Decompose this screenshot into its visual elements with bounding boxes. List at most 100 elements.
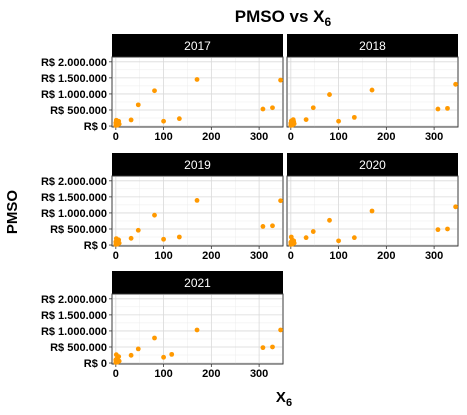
data-point <box>261 224 266 229</box>
data-point <box>453 82 458 87</box>
data-point <box>129 118 134 123</box>
data-point <box>278 78 283 83</box>
data-point <box>278 328 283 333</box>
data-point <box>311 229 316 234</box>
x-tick-label: 200 <box>202 368 220 380</box>
x-tick-label: 0 <box>113 368 119 380</box>
x-tick-label: 200 <box>202 250 220 262</box>
panel-strip-label: 2021 <box>184 276 211 290</box>
data-point <box>270 345 275 350</box>
data-point <box>261 107 266 112</box>
chart-title: PMSO vs X6 <box>235 7 332 29</box>
y-tick-label: R$ 1.000.000 <box>41 89 107 101</box>
data-point <box>327 218 332 223</box>
panel-2017: 2017 R$ 0 R$ 500.000 R$ 1.000.000 R$ 1.500.0… <box>41 34 283 143</box>
y-tick-label: R$ 2.000.000 <box>41 57 107 69</box>
data-point <box>117 359 122 364</box>
data-point <box>161 355 166 360</box>
data-point <box>136 347 141 352</box>
panel-strip-label: 2017 <box>184 39 211 53</box>
panel-strip-label: 2018 <box>359 39 386 53</box>
data-point <box>136 102 141 107</box>
data-point <box>304 235 309 240</box>
data-point <box>261 345 266 350</box>
x-tick-label: 100 <box>154 131 172 143</box>
data-point <box>177 116 182 121</box>
data-point <box>304 117 309 122</box>
x-tick-label: 300 <box>425 250 443 262</box>
data-point <box>152 213 157 218</box>
x-tick-label: 100 <box>329 250 347 262</box>
y-tick-label: R$ 500.000 <box>50 224 107 236</box>
data-point <box>161 119 166 124</box>
data-point <box>453 204 458 209</box>
data-point <box>117 122 122 127</box>
x-tick-label: 200 <box>377 131 395 143</box>
data-point <box>161 237 166 242</box>
data-point <box>292 121 297 126</box>
data-point <box>152 88 157 93</box>
panel-2019: 2019 R$ 0 R$ 500.000 R$ 1.000.000 R$ 1.500.0… <box>41 153 283 262</box>
y-tick-label: R$ 500.000 <box>50 342 107 354</box>
data-point <box>177 235 182 240</box>
y-tick-label: R$ 2.000.000 <box>41 294 107 306</box>
y-tick-label: R$ 1.500.000 <box>41 192 107 204</box>
y-tick-label: R$ 2.000.000 <box>41 176 107 188</box>
data-point <box>129 353 134 358</box>
data-point <box>336 238 341 243</box>
panel-2018: 2018 0 100 200 300 <box>287 34 458 143</box>
x-tick-label: 100 <box>154 368 172 380</box>
x-tick-label: 0 <box>288 131 294 143</box>
x-tick-label: 0 <box>113 250 119 262</box>
data-point <box>270 105 275 110</box>
x-tick-label: 300 <box>425 131 443 143</box>
y-tick-label: R$ 1.500.000 <box>41 310 107 322</box>
x-tick-label: 100 <box>154 250 172 262</box>
data-point <box>370 209 375 214</box>
x-tick-label: 300 <box>250 131 268 143</box>
data-point <box>327 92 332 97</box>
x-tick-label: 200 <box>377 250 395 262</box>
data-point <box>270 223 275 228</box>
x-tick-label: 0 <box>288 250 294 262</box>
data-point <box>195 198 200 203</box>
data-point <box>292 241 297 246</box>
y-tick-label: R$ 500.000 <box>50 105 107 117</box>
panel-2021: 2021 R$ 0 R$ 500.000 R$ 1.000.000 R$ 1.500.0… <box>41 271 283 380</box>
y-tick-label: R$ 0 <box>84 358 107 370</box>
data-point <box>436 107 441 112</box>
data-point <box>278 198 283 203</box>
y-tick-label: R$ 1.000.000 <box>41 208 107 220</box>
x-tick-label: 300 <box>250 250 268 262</box>
data-point <box>311 105 316 110</box>
data-point <box>152 336 157 341</box>
data-point <box>129 236 134 241</box>
data-point <box>436 227 441 232</box>
y-tick-label: R$ 0 <box>84 240 107 252</box>
x-tick-label: 0 <box>113 131 119 143</box>
panel-background <box>112 57 283 127</box>
panel-strip-label: 2020 <box>359 158 386 172</box>
y-tick-label: R$ 1.000.000 <box>41 326 107 338</box>
data-point <box>445 227 450 232</box>
panel-strip-label: 2019 <box>184 158 211 172</box>
x-axis-label: X6 <box>276 389 292 409</box>
panel-background <box>112 176 283 246</box>
data-point <box>445 106 450 111</box>
panel-2020: 2020 0 100 200 300 <box>287 153 458 262</box>
data-point <box>169 352 174 357</box>
x-tick-label: 100 <box>329 131 347 143</box>
data-point <box>352 115 357 120</box>
data-point <box>117 241 122 246</box>
x-tick-label: 300 <box>250 368 268 380</box>
facet-panels: 2017 R$ 0 R$ 500.000 R$ 1.000.000 R$ 1.500.0… <box>41 34 458 380</box>
y-tick-label: R$ 1.500.000 <box>41 73 107 85</box>
y-tick-label: R$ 0 <box>84 121 107 133</box>
data-point <box>195 328 200 333</box>
data-point <box>370 88 375 93</box>
data-point <box>352 235 357 240</box>
x-axis-label-subscript: 6 <box>286 397 292 409</box>
data-point <box>195 77 200 82</box>
y-axis-label: PMSO <box>4 190 21 235</box>
